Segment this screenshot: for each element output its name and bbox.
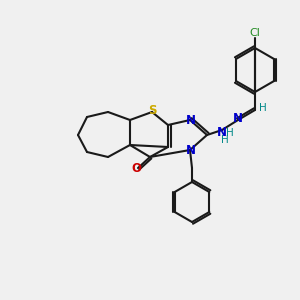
Text: N: N (233, 112, 243, 124)
Text: S: S (148, 104, 156, 118)
Text: H: H (259, 103, 267, 113)
Text: H: H (226, 128, 234, 138)
Text: N: N (186, 113, 196, 127)
Text: N: N (217, 127, 227, 140)
Text: O: O (131, 161, 141, 175)
Text: N: N (186, 143, 196, 157)
Text: Cl: Cl (250, 28, 260, 38)
Text: H: H (221, 135, 229, 145)
